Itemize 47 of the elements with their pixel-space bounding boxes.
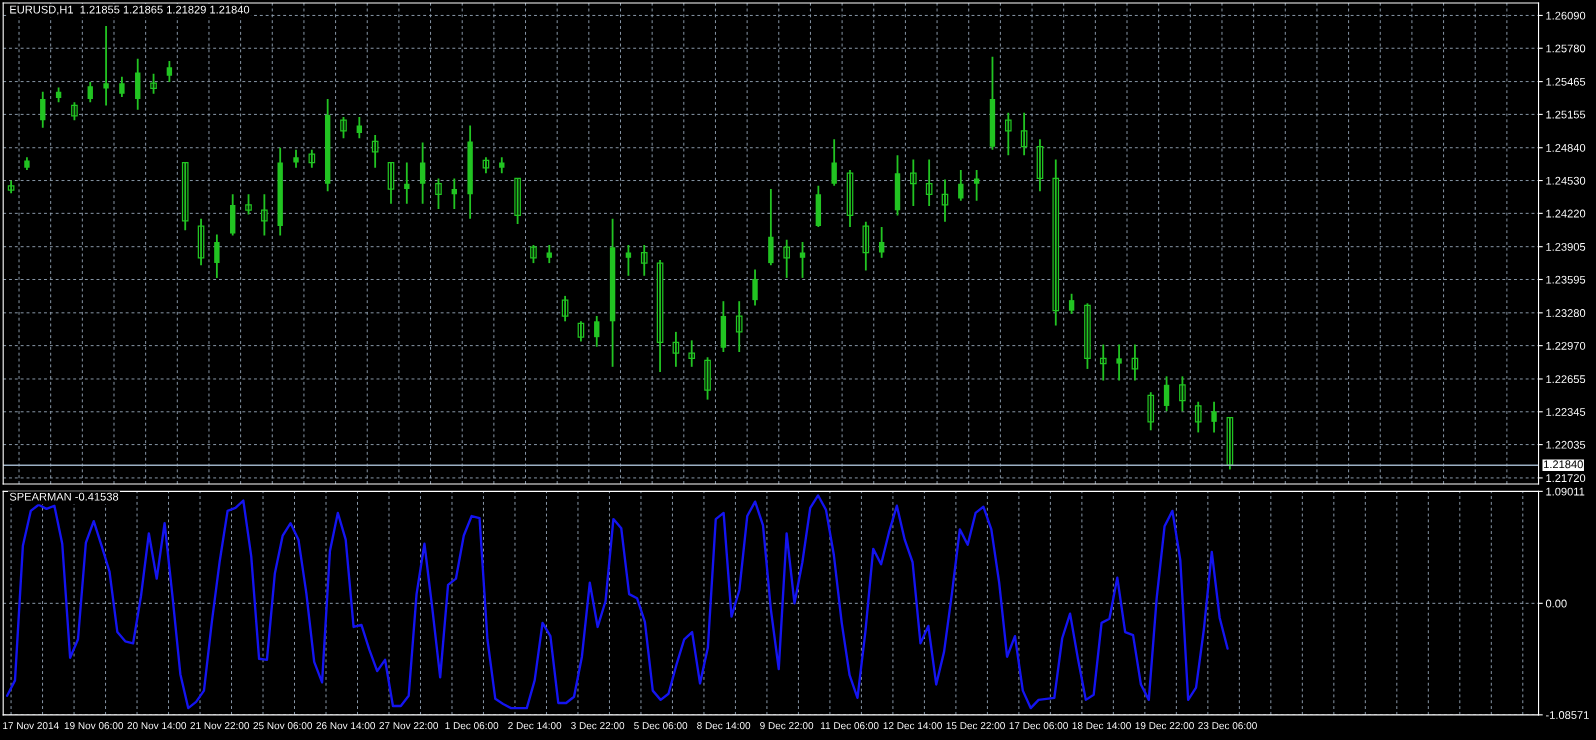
ref-line-label: 1.21840 (1544, 460, 1583, 469)
y-tick-label: 1.25780 (1546, 44, 1586, 53)
x-tick-label: 26 Nov 14:00 (316, 722, 376, 730)
y-tick-label: 1.24220 (1546, 209, 1586, 218)
candlestick (435, 177, 442, 211)
y-tick-label: 1.22345 (1546, 408, 1586, 416)
x-tick-label: 23 Dec 06:00 (1198, 722, 1257, 730)
y-tick-label: 0.00 (1545, 599, 1567, 608)
x-tick-label: 17 Dec 06:00 (1009, 722, 1068, 730)
x-tick-label: 9 Dec 22:00 (760, 722, 814, 730)
x-tick-label: 19 Dec 22:00 (1135, 722, 1194, 730)
x-tick-label: 12 Dec 14:00 (883, 722, 942, 730)
y-tick-label: 1.22035 (1546, 440, 1586, 449)
x-tick-label: 25 Nov 06:00 (253, 722, 313, 730)
y-tick-label: -1.08571 (1545, 711, 1589, 719)
y-tick-label: 1.24840 (1546, 144, 1586, 152)
y-tick-label: 1.25155 (1546, 110, 1586, 119)
line-series (5, 494, 1229, 710)
candlestick (1179, 375, 1186, 413)
candlestick (1084, 302, 1091, 370)
x-tick-label: 21 Nov 22:00 (190, 722, 250, 730)
x-tick-label: 2 Dec 14:00 (508, 722, 562, 730)
x-tick-label: 17 Nov 2014 (3, 722, 59, 730)
x-tick-label: 27 Nov 22:00 (379, 722, 439, 730)
x-tick-label: 15 Dec 22:00 (946, 722, 1005, 730)
x-tick-label: 18 Dec 14:00 (1072, 722, 1131, 730)
candlestick (704, 356, 711, 401)
y-tick-label: 1.23905 (1546, 242, 1586, 251)
chart-title: SPEARMAN -0.41538 (9, 492, 119, 501)
y-tick-label: 1.21720 (1546, 474, 1586, 483)
y-tick-label: 1.22655 (1546, 375, 1586, 384)
x-tick-label: 19 Nov 06:00 (64, 722, 124, 730)
x-tick-label: 8 Dec 14:00 (697, 722, 751, 730)
chart-title: EURUSD,H1 1.21855 1.21865 1.21829 1.21840 (10, 5, 250, 15)
y-tick-label: 1.22970 (1546, 341, 1586, 350)
y-tick-label: 1.25465 (1546, 77, 1586, 86)
y-tick-label: 1.09011 (1546, 487, 1585, 496)
y-tick-label: 1.26090 (1546, 11, 1586, 20)
y-tick-label: 1.23595 (1546, 275, 1586, 284)
x-tick-label: 11 Dec 06:00 (820, 722, 879, 730)
candlestick (245, 193, 252, 216)
y-tick-label: 1.23280 (1546, 309, 1586, 317)
y-tick-label: 1.24530 (1546, 176, 1586, 185)
x-tick-label: 20 Nov 14:00 (127, 722, 187, 730)
x-tick-label: 5 Dec 06:00 (634, 722, 688, 730)
x-tick-label: 3 Dec 22:00 (571, 722, 625, 730)
x-tick-label: 1 Dec 06:00 (445, 722, 499, 730)
